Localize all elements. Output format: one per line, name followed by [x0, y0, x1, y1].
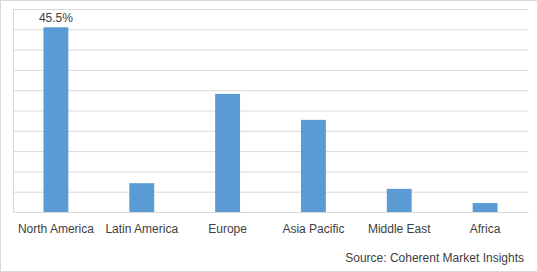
x-tick: Latin America: [105, 212, 178, 236]
y-tick: [13, 192, 528, 193]
data-labels: 45.5%: [39, 11, 73, 25]
source: Source: Coherent Market Insights: [345, 251, 524, 265]
grid-line: [13, 29, 528, 30]
x-tick: Middle East: [368, 212, 431, 236]
x-tick-label: Middle East: [368, 222, 431, 236]
x-tick-label: Europe: [208, 222, 247, 236]
grid-line: [13, 131, 528, 132]
y-tick: [13, 171, 528, 172]
grid-line: [13, 9, 528, 10]
chart: North America Latin America Europe Asia Pac…: [0, 0, 538, 272]
y-tick: [13, 151, 528, 152]
bars: [43, 27, 497, 212]
bar: [301, 120, 326, 212]
x-axis: North America Latin America Europe Asia Pac…: [14, 212, 529, 236]
bar: [129, 183, 154, 212]
x-tick: North America: [18, 212, 94, 236]
frame: [1, 1, 538, 272]
x-tick: Europe: [208, 212, 247, 236]
y-axis-line: [14, 10, 529, 213]
x-tick: Africa: [470, 212, 501, 236]
grid-line: [13, 70, 528, 71]
x-tick-label: North America: [18, 222, 94, 236]
x-axis-line: [14, 212, 529, 213]
grid-line: [13, 50, 528, 51]
grid-line: [13, 111, 528, 112]
y-tick: [13, 212, 528, 213]
y-tick: [13, 111, 528, 112]
y-tick: [13, 29, 528, 30]
grid-line: [13, 212, 528, 213]
bar: [215, 94, 240, 212]
y-tick: [13, 90, 528, 91]
grid-line: [13, 90, 528, 91]
grid-line: [13, 192, 528, 193]
plot: North America Latin America Europe Asia Pac…: [13, 10, 529, 236]
grid-line: [13, 151, 528, 152]
y-axis: [13, 10, 528, 213]
y-tick: [13, 9, 528, 10]
x-tick-label: Africa: [470, 222, 501, 236]
grid-line: [13, 171, 528, 172]
x-tick-label: Asia Pacific: [282, 222, 344, 236]
bar: [473, 203, 498, 212]
x-tick: Asia Pacific: [282, 212, 344, 236]
y-tick: [13, 131, 528, 132]
y-tick: [13, 70, 528, 71]
bar: [43, 27, 68, 212]
bar: [387, 189, 412, 212]
x-tick-label: Latin America: [105, 222, 178, 236]
data-label: 45.5%: [39, 11, 73, 25]
y-tick: [13, 50, 528, 51]
